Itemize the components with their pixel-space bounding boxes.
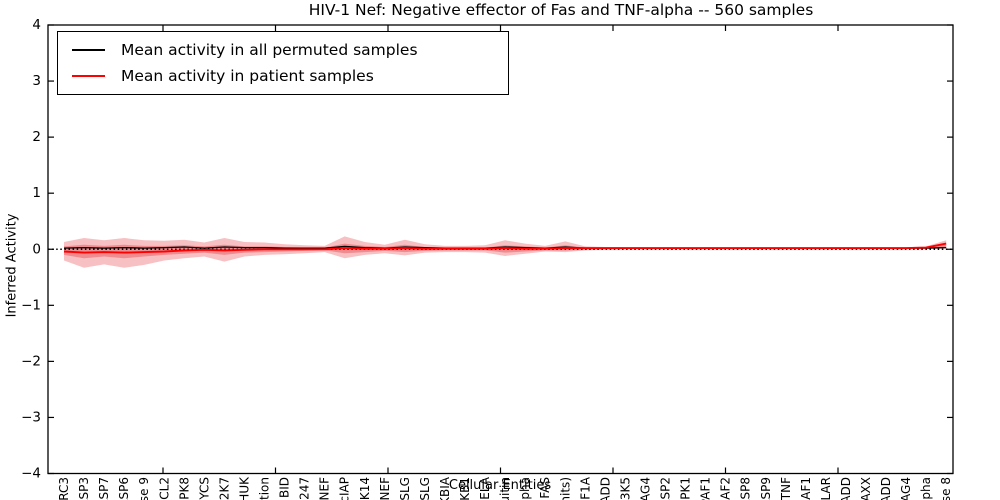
x-category-label: APAF-1/Caspase 9 [137,477,151,500]
x-category-label: CASP3 [77,477,91,500]
x-category-label: TNF [779,477,793,500]
x-category-label: MAP2K7 [217,477,231,500]
y-tick-label: −1 [21,297,41,313]
x-category-label: FADD [839,477,853,500]
x-category-label: TRAF2 [719,477,733,500]
x-category-label: FAS/FADD/DAXX/Ask1/Caspase 8/FASLG [398,477,412,500]
x-category-label: NF-kappa-B/RelA/I kappa B alpha [518,477,532,500]
legend-label-permuted: Mean activity in all permuted samples [121,41,418,60]
legend-entry-patient: Mean activity in patient samples [58,67,508,85]
x-category-label: TCRz/NEF [378,477,392,500]
x-category-label: MAPK8 [177,477,191,500]
x-category-label: TNFR1A/BAG4/TNF-alpha [919,477,933,500]
y-tick-label: −4 [21,466,41,482]
x-category-label: BIRC3 [57,477,71,500]
x-category-label: NF-kappa-B/RelA/I kappa B alpha/ubiquiti… [498,477,512,500]
patient-activity-spread-outer [64,236,947,268]
x-category-label: CD247 [298,477,312,500]
x-axis-label: Cellular Entities [448,478,552,493]
y-tick-label: −2 [21,353,41,369]
y-tick-label: 4 [32,17,41,33]
x-category-label: CFLAR [819,477,833,500]
x-category-label: CASP6 [117,477,131,500]
x-category-label: FAS/FADD/DAXX/Ask1/Caspase 8/Caspase 8 [939,477,953,500]
x-category-label: CASP8 [739,477,753,500]
x-category-label: RELA [478,476,492,500]
y-tick-label: −3 [21,409,41,425]
x-category-label: TNFRSF1A [578,476,592,500]
patient-mean-line [63,242,947,254]
x-category-label: FAS [538,477,552,499]
x-category-label: BID [278,477,292,498]
x-category-label: NFKB1 [458,477,472,500]
x-category-label: DAXX [859,477,873,500]
x-category-label: APAF1 [699,477,713,500]
x-category-label: CYCS [197,477,211,500]
x-category-label: protein ubiquitination [258,477,272,500]
y-tick-label: 1 [32,185,41,201]
y-tick-label: 2 [32,129,41,145]
y-axis-label: Inferred Activity [4,213,20,318]
x-category-label: NFKBIA [438,476,452,500]
x-category-label: BCL2 [157,477,171,500]
x-category-label: FASLG [418,477,432,500]
legend-entry-permuted: Mean activity in all permuted samples [58,41,508,59]
permuted-line-swatch [72,49,105,52]
x-category-label: NEF [318,477,332,500]
x-category-label: Caspase 8 (4 units) [558,477,572,500]
x-category-label: TNFR1A/BAG4 [899,477,913,500]
x-category-label: CASP2 [659,477,673,500]
x-category-label: MAP3K5 [618,477,632,500]
x-category-label: CASP9 [759,477,773,500]
y-tick-label: 3 [32,73,41,89]
patient-line-swatch [72,74,105,77]
x-category-label: MAP3K14 [358,477,372,500]
x-category-label: CRADD [879,477,893,500]
legend: Mean activity in all permuted samples Me… [57,31,509,95]
legend-label-patient: Mean activity in patient samples [121,66,374,85]
chart-title: HIV-1 Nef: Negative effector of Fas and … [308,1,814,19]
patient-activity-spread-inner [64,243,947,259]
x-category-label: BAG4 [638,477,652,500]
x-category-label: TRAF1 [799,477,813,500]
x-category-label: TNFR1A/Caspase 2/TNF-alpha/FADD/TRADD/RI… [338,477,352,500]
x-category-label: RIPK1 [679,477,693,500]
x-category-label: CHUK [237,476,251,500]
x-category-label: CASP7 [97,477,111,500]
x-category-label: TRADD [598,477,612,500]
y-tick-label: 0 [32,241,41,257]
